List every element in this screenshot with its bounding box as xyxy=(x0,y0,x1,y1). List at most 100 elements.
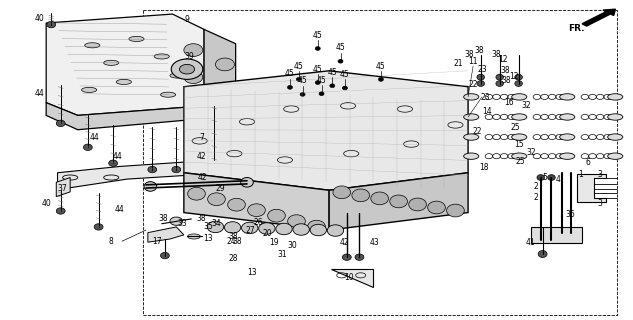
Text: 33: 33 xyxy=(178,219,187,228)
Ellipse shape xyxy=(352,189,370,202)
Ellipse shape xyxy=(172,59,203,79)
Text: 45: 45 xyxy=(316,76,327,85)
Ellipse shape xyxy=(390,195,408,208)
Text: 42: 42 xyxy=(198,173,208,182)
Polygon shape xyxy=(46,103,204,130)
Text: 10: 10 xyxy=(344,273,354,282)
Ellipse shape xyxy=(548,237,555,243)
Text: 38: 38 xyxy=(500,66,510,75)
Ellipse shape xyxy=(148,166,157,173)
Ellipse shape xyxy=(463,153,479,159)
Text: 9: 9 xyxy=(185,15,189,24)
Text: 39: 39 xyxy=(184,52,194,61)
Ellipse shape xyxy=(116,79,132,84)
Ellipse shape xyxy=(463,134,479,140)
Text: 38: 38 xyxy=(501,76,511,85)
Polygon shape xyxy=(56,178,70,197)
Text: 29: 29 xyxy=(216,184,225,193)
Text: 38: 38 xyxy=(492,50,501,59)
Polygon shape xyxy=(148,227,184,242)
Ellipse shape xyxy=(608,153,623,159)
Text: 38: 38 xyxy=(159,214,168,223)
Ellipse shape xyxy=(293,224,310,235)
Text: 37: 37 xyxy=(58,184,68,193)
Text: 45: 45 xyxy=(298,76,308,85)
Ellipse shape xyxy=(342,254,351,260)
Ellipse shape xyxy=(56,208,65,214)
Text: 45: 45 xyxy=(335,43,346,52)
Ellipse shape xyxy=(228,198,246,211)
Ellipse shape xyxy=(187,234,200,239)
Ellipse shape xyxy=(319,92,324,96)
Text: 32: 32 xyxy=(527,148,536,157)
Text: 5: 5 xyxy=(542,173,548,182)
Polygon shape xyxy=(331,269,373,287)
Polygon shape xyxy=(58,160,228,189)
Ellipse shape xyxy=(300,92,305,96)
Text: 44: 44 xyxy=(89,133,99,142)
Ellipse shape xyxy=(515,81,522,86)
Ellipse shape xyxy=(379,77,384,81)
Ellipse shape xyxy=(287,85,292,89)
Ellipse shape xyxy=(560,94,575,100)
Text: 3: 3 xyxy=(597,198,602,207)
Text: 6: 6 xyxy=(586,158,591,167)
Text: 7: 7 xyxy=(199,133,204,142)
Ellipse shape xyxy=(276,223,292,235)
Ellipse shape xyxy=(608,94,623,100)
Text: 20: 20 xyxy=(263,229,272,238)
Ellipse shape xyxy=(187,187,205,200)
Ellipse shape xyxy=(184,71,203,84)
Ellipse shape xyxy=(184,44,203,56)
Text: 32: 32 xyxy=(522,101,531,110)
Ellipse shape xyxy=(56,120,65,126)
Text: 45: 45 xyxy=(327,68,337,77)
Ellipse shape xyxy=(315,81,320,84)
Text: 14: 14 xyxy=(482,107,492,116)
Ellipse shape xyxy=(170,73,185,78)
Polygon shape xyxy=(46,14,204,116)
Text: 13: 13 xyxy=(203,234,213,243)
Ellipse shape xyxy=(496,81,503,86)
Ellipse shape xyxy=(241,178,253,187)
Text: 43: 43 xyxy=(370,238,379,247)
Ellipse shape xyxy=(608,134,623,140)
Ellipse shape xyxy=(537,175,544,180)
Ellipse shape xyxy=(447,204,464,217)
Ellipse shape xyxy=(248,204,265,217)
Ellipse shape xyxy=(242,222,258,234)
Text: 30: 30 xyxy=(287,241,298,250)
Polygon shape xyxy=(184,71,468,190)
Ellipse shape xyxy=(333,186,351,199)
Ellipse shape xyxy=(287,215,305,228)
Text: 45: 45 xyxy=(313,31,323,40)
Ellipse shape xyxy=(538,251,547,258)
Text: 2: 2 xyxy=(534,182,539,191)
Text: 40: 40 xyxy=(35,14,45,23)
Ellipse shape xyxy=(84,144,92,150)
Ellipse shape xyxy=(560,153,575,159)
Bar xyxy=(143,10,617,315)
Text: 1: 1 xyxy=(578,170,583,179)
Ellipse shape xyxy=(477,74,484,80)
Text: 44: 44 xyxy=(35,89,45,98)
Ellipse shape xyxy=(511,153,527,159)
Ellipse shape xyxy=(208,193,225,205)
Text: FR.: FR. xyxy=(568,24,585,33)
Text: 12: 12 xyxy=(509,72,518,81)
Text: 38: 38 xyxy=(465,50,474,59)
Text: 21: 21 xyxy=(454,59,463,68)
Text: 38: 38 xyxy=(475,45,484,55)
Ellipse shape xyxy=(172,166,180,173)
Ellipse shape xyxy=(161,92,175,97)
Ellipse shape xyxy=(210,157,218,163)
Text: 45: 45 xyxy=(376,61,385,70)
Ellipse shape xyxy=(179,64,194,74)
Ellipse shape xyxy=(511,134,527,140)
Text: 38: 38 xyxy=(233,237,242,246)
Ellipse shape xyxy=(511,114,527,120)
Text: 24: 24 xyxy=(227,237,236,246)
Text: 45: 45 xyxy=(340,70,350,79)
Ellipse shape xyxy=(338,59,343,63)
Ellipse shape xyxy=(608,114,623,120)
